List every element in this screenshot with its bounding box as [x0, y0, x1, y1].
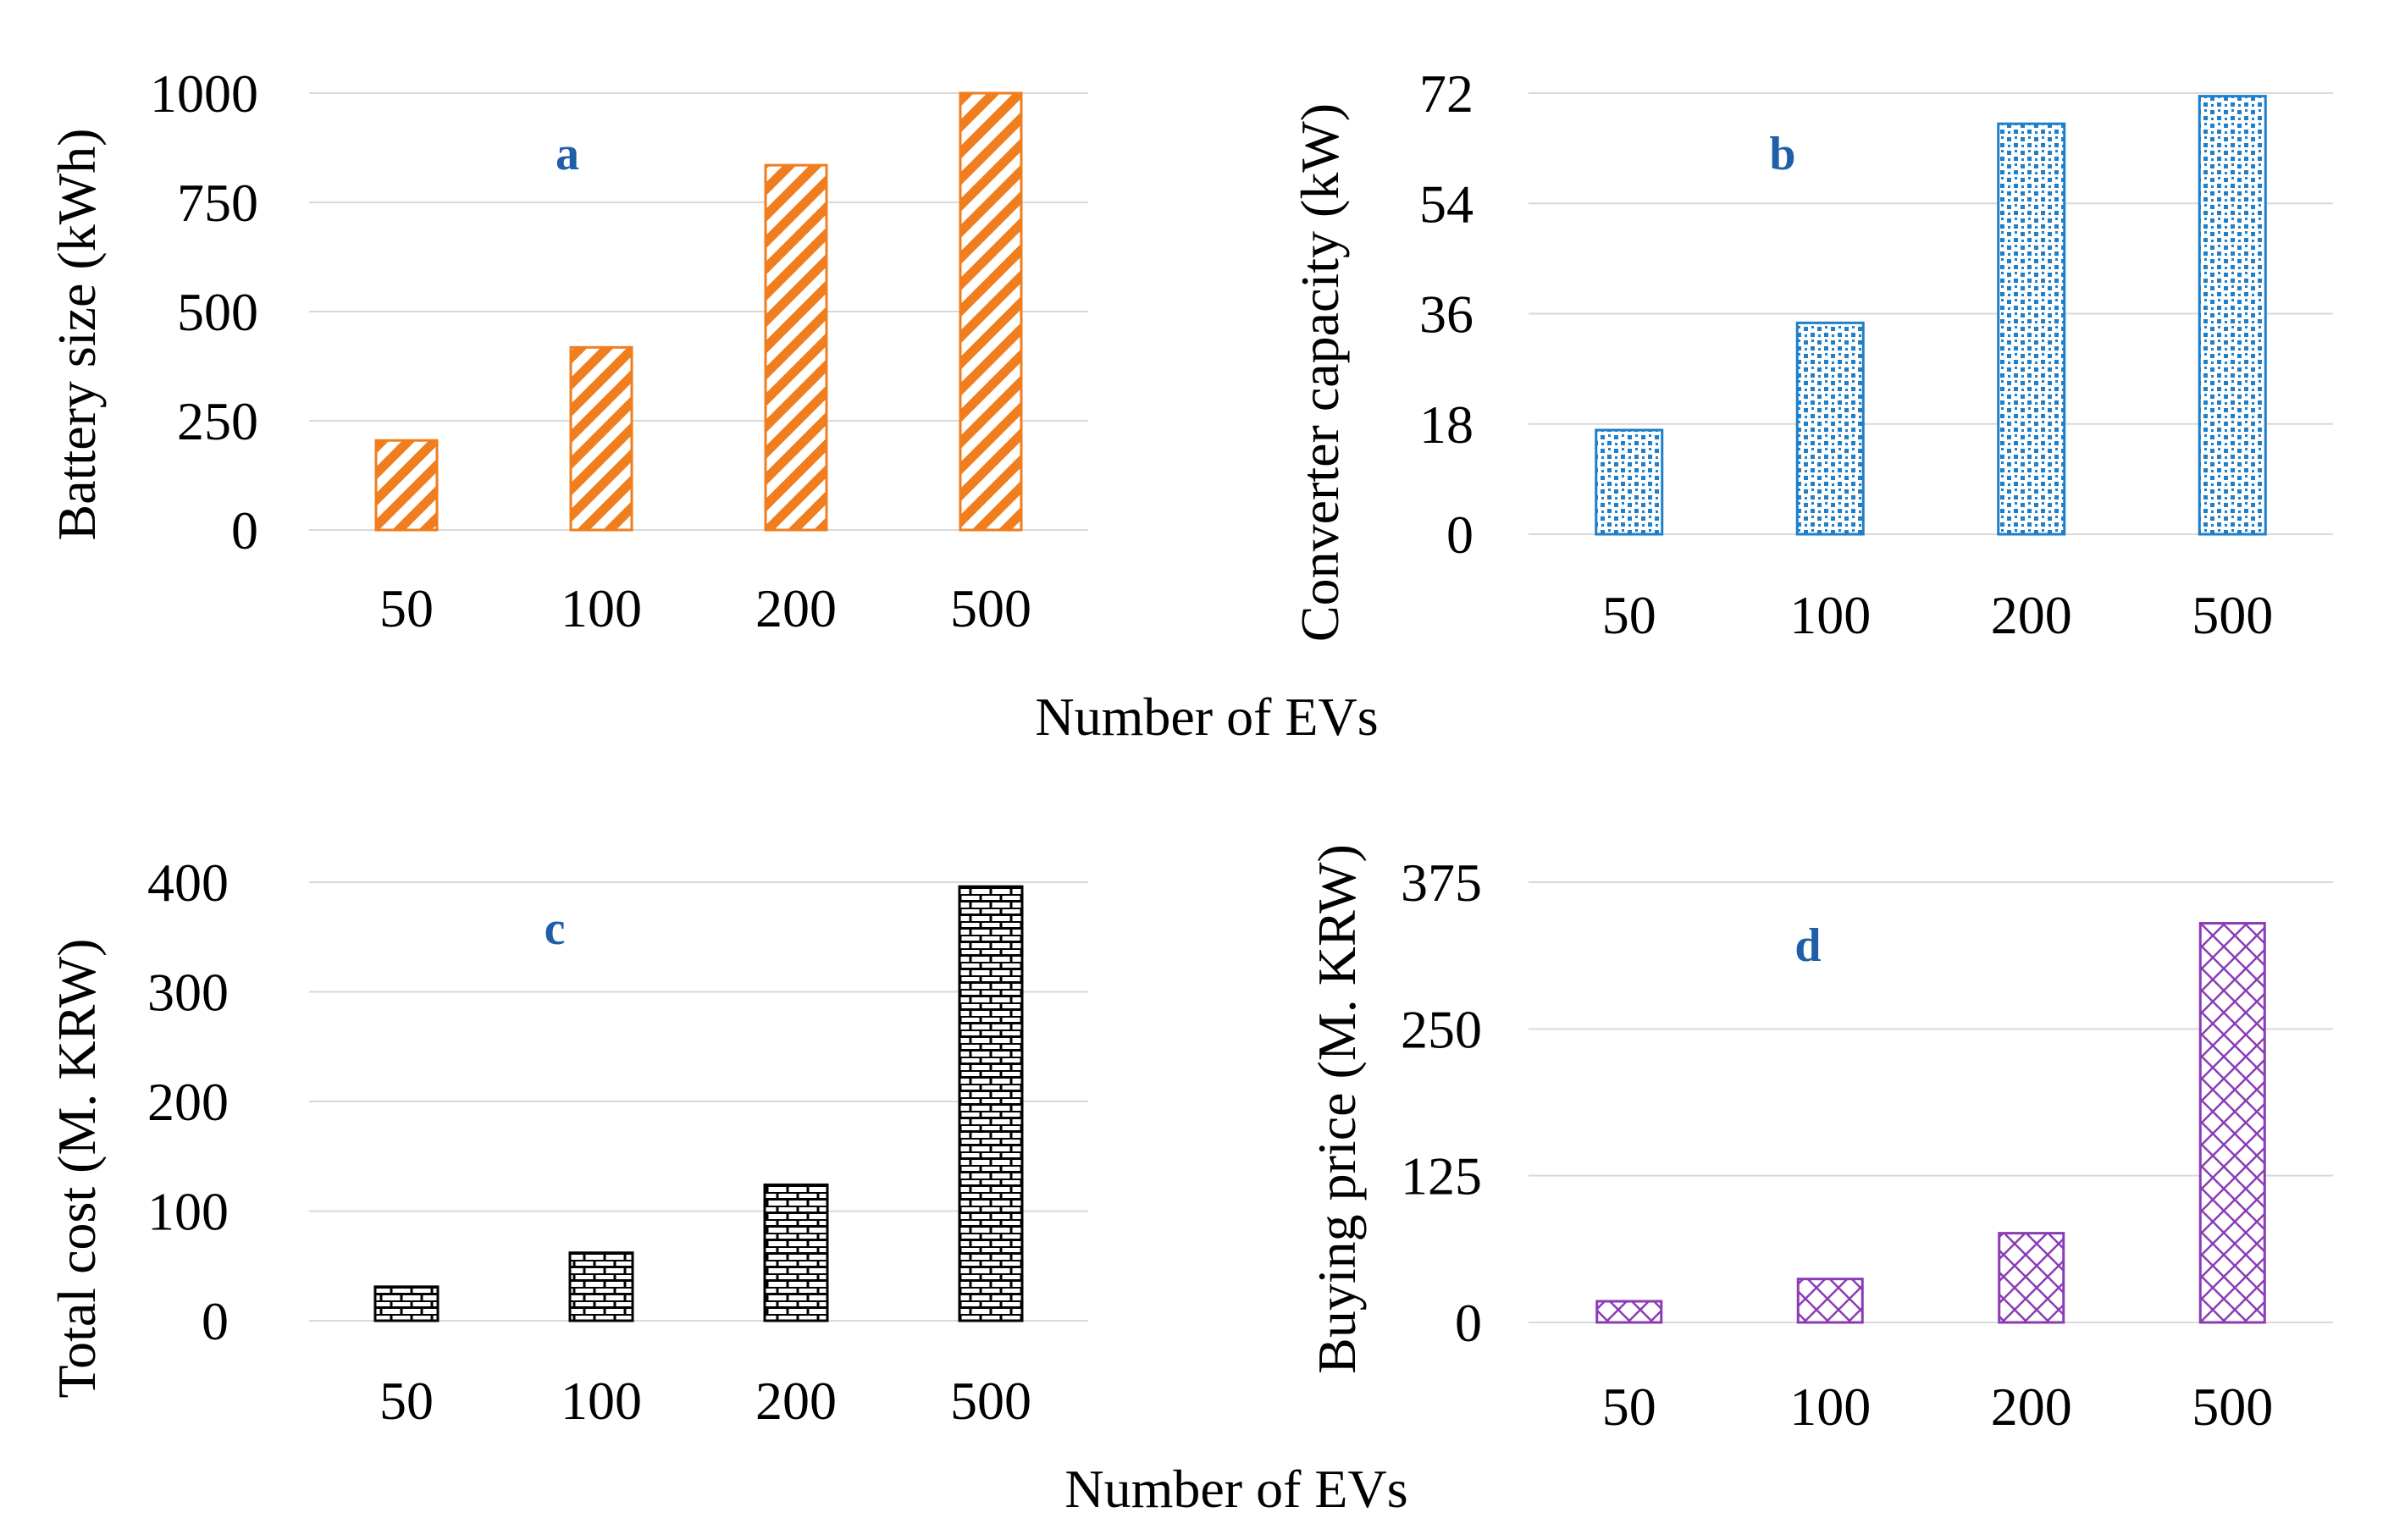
panel-c-letter: c [545, 902, 566, 955]
panel-b-x-tick-labels: 50 100 200 500 [1602, 585, 2274, 645]
panel-a-y-tick-label: 500 [177, 282, 258, 342]
panel-a-bar-200 [764, 163, 828, 532]
panel-d-bar-500 [2198, 922, 2266, 1324]
panel-b-bar-200 [1997, 122, 2066, 536]
panel-b-y-tick-label: 18 [1419, 395, 1473, 455]
panel-c-y-tick-labels: 0 100 200 300 400 [147, 853, 229, 1351]
panel-a-y-tick-label: 750 [177, 173, 258, 233]
panel-d-x-tick-label: 50 [1602, 1377, 1656, 1437]
panel-c-x-tick-label: 500 [950, 1371, 1031, 1431]
panel-c-y-tick-label: 200 [147, 1072, 229, 1132]
panel-d-y-axis-label: Buying price (M. KRW) [1307, 844, 1367, 1374]
panel-a-gridlines [309, 92, 1088, 531]
panel-b-y-tick-label: 72 [1419, 63, 1473, 124]
panel-a-x-tick-label: 200 [755, 578, 837, 638]
panel-a-y-tick-label: 1000 [150, 63, 258, 124]
panel-a-y-tick-label: 250 [177, 391, 258, 451]
panel-d-y-tick-labels: 0 125 250 375 [1401, 853, 1482, 1353]
panel-d-x-tick-label: 100 [1789, 1377, 1871, 1437]
panel-a-bar-100 [569, 345, 633, 532]
panel-b-x-tick-label: 100 [1789, 585, 1871, 645]
panel-d-bar-50 [1595, 1300, 1663, 1324]
panel-d-x-tick-labels: 50 100 200 500 [1602, 1377, 2274, 1437]
panel-d-x-tick-label: 500 [2192, 1377, 2273, 1437]
panel-b-y-tick-label: 0 [1446, 505, 1473, 565]
panel-c-y-tick-label: 0 [202, 1291, 229, 1351]
panel-a-y-axis-label: Battery size (kWh) [47, 129, 107, 541]
panel-a-bar-50 [374, 439, 439, 532]
panel-b-x-tick-label: 50 [1602, 585, 1656, 645]
panel-a-x-tick-label: 500 [950, 578, 1031, 638]
panel-d-bars [1595, 922, 2266, 1324]
panel-a-x-tick-label: 50 [379, 578, 434, 638]
panel-d-gridlines [1529, 881, 2333, 1323]
panel-c-x-tick-label: 200 [755, 1371, 837, 1431]
panel-d-x-tick-label: 200 [1991, 1377, 2072, 1437]
panel-c-x-tick-label: 50 [379, 1371, 434, 1431]
panel-a-battery-size: 0 250 500 750 1000 50 100 200 500 a Battery siz… [47, 63, 1088, 638]
panel-a-bars [374, 91, 1023, 532]
x-axis-label-top: Number of EVs [1035, 687, 1378, 747]
panel-d-y-tick-label: 125 [1401, 1146, 1482, 1206]
panel-c-bars [373, 885, 1024, 1322]
panel-b-x-tick-label: 500 [2192, 585, 2273, 645]
panel-a-letter: a [556, 128, 579, 180]
panel-c-x-tick-labels: 50 100 200 500 [379, 1371, 1031, 1431]
panel-b-bar-100 [1795, 321, 1865, 536]
panel-c-bar-500 [958, 885, 1024, 1322]
panel-c-bar-200 [763, 1183, 829, 1322]
panel-d-bar-100 [1796, 1278, 1864, 1324]
x-axis-label-bottom: Number of EVs [1064, 1459, 1407, 1519]
panel-c-total-cost: 0 100 200 300 400 50 100 200 500 c Total cost (… [47, 853, 1088, 1431]
panel-c-bar-50 [373, 1285, 440, 1322]
panel-b-y-axis-label: Converter capacity (kW) [1290, 103, 1350, 642]
panel-b-converter-capacity: 0 18 36 54 72 50 100 200 500 b Converter capaci… [1290, 63, 2333, 645]
panel-d-buying-price: 0 125 250 375 50 100 200 500 d Buying price (M… [1307, 844, 2333, 1437]
panel-a-bar-500 [959, 91, 1023, 532]
panel-b-bars [1595, 95, 2267, 536]
panel-a-x-tick-labels: 50 100 200 500 [379, 578, 1031, 638]
panel-d-bar-200 [1998, 1232, 2065, 1324]
panel-c-y-tick-label: 100 [147, 1182, 229, 1242]
panel-b-y-tick-label: 54 [1419, 174, 1473, 234]
panel-d-letter: d [1794, 919, 1821, 972]
panel-b-bar-50 [1595, 428, 1664, 536]
panel-b-bar-500 [2198, 95, 2267, 536]
panel-c-x-tick-label: 100 [561, 1371, 642, 1431]
panel-c-bar-100 [568, 1251, 634, 1322]
panel-b-y-tick-labels: 0 18 36 54 72 [1419, 63, 1473, 565]
panel-b-y-tick-label: 36 [1419, 284, 1473, 345]
panel-a-x-tick-label: 100 [561, 578, 642, 638]
panel-c-y-axis-label: Total cost (M. KRW) [47, 939, 107, 1399]
panel-a-y-tick-label: 0 [231, 500, 258, 560]
panel-a-y-tick-labels: 0 250 500 750 1000 [150, 63, 258, 560]
panel-b-x-tick-label: 200 [1991, 585, 2072, 645]
panel-d-y-tick-label: 375 [1401, 853, 1482, 913]
panel-d-y-tick-label: 0 [1455, 1293, 1482, 1353]
panel-b-letter: b [1769, 128, 1795, 180]
panel-c-y-tick-label: 400 [147, 853, 229, 913]
panel-d-y-tick-label: 250 [1401, 999, 1482, 1059]
panel-c-y-tick-label: 300 [147, 963, 229, 1023]
